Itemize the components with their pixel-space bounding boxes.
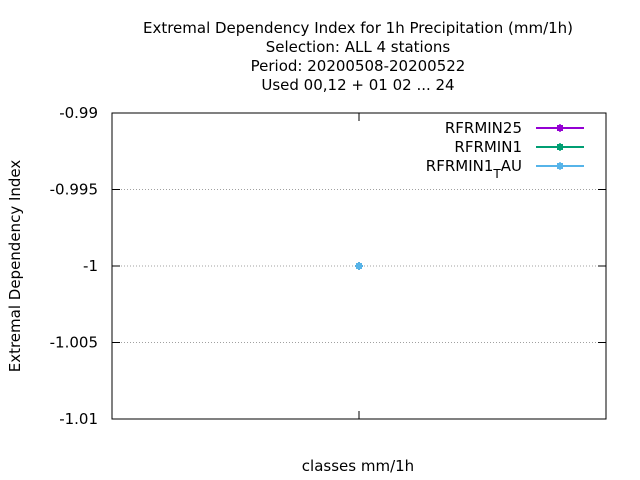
y-axis-ticks: -0.99 -0.995 -1 -1.005 -1.01	[50, 104, 606, 428]
chart-title: Extremal Dependency Index for 1h Precipi…	[143, 19, 573, 94]
legend-label-part: T	[492, 167, 501, 181]
legend-label-part: RFRMIN25	[445, 119, 522, 137]
y-tick-label: -0.99	[59, 104, 98, 122]
legend-marker	[556, 143, 564, 151]
legend-label-part: RFRMIN1	[426, 157, 494, 175]
legend-label: RFRMIN25	[445, 119, 522, 137]
legend-label-part: AU	[501, 157, 522, 175]
legend-item: RFRMIN1	[454, 138, 584, 156]
title-line: Period: 20200508-20200522	[251, 57, 466, 75]
y-tick-label: -1	[83, 257, 98, 275]
y-tick-label: -1.01	[59, 410, 98, 428]
legend-label-part: RFRMIN1	[454, 138, 522, 156]
legend-marker	[556, 124, 564, 132]
legend-marker	[556, 162, 564, 170]
legend-label: RFRMIN1	[454, 138, 522, 156]
title-line: Extremal Dependency Index for 1h Precipi…	[143, 19, 573, 37]
legend-item: RFRMIN1TAU	[426, 157, 584, 181]
data-points	[355, 262, 363, 270]
y-tick-label: -0.995	[50, 181, 98, 199]
legend-item: RFRMIN25	[445, 119, 584, 137]
y-axis-label: Extremal Dependency Index	[6, 160, 24, 373]
title-line: Selection: ALL 4 stations	[266, 38, 451, 56]
legend-label: RFRMIN1TAU	[426, 157, 522, 181]
title-line: Used 00,12 + 01 02 ... 24	[261, 76, 454, 94]
y-tick-label: -1.005	[50, 334, 98, 352]
x-axis-label: classes mm/1h	[302, 457, 414, 475]
data-point	[355, 262, 363, 270]
